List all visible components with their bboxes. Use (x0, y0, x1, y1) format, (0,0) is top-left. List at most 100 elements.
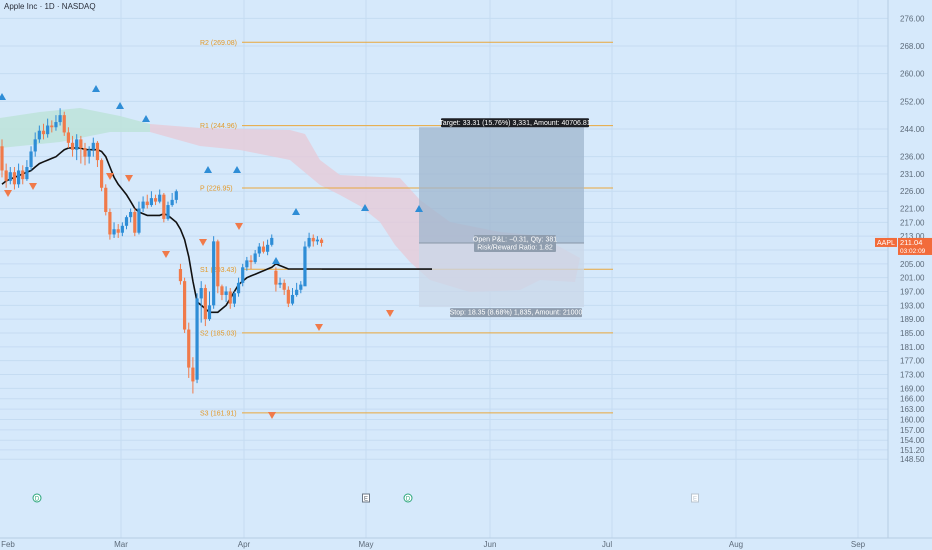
earnings-marker-label: E (693, 497, 697, 503)
candle-body (174, 191, 178, 200)
target-label-bg (441, 118, 589, 128)
buy-signal-marker (361, 204, 369, 211)
price-tick-label: 260.00 (900, 70, 925, 79)
candle-body (153, 198, 158, 202)
price-axis[interactable]: 276.00 268.00 260.00 252.00 244.00 236.00 231.… (875, 0, 932, 538)
sell-signal-marker (4, 190, 12, 197)
candle-body (112, 229, 116, 235)
price-tick-label: 217.00 (900, 218, 925, 227)
candle-body (137, 208, 141, 233)
moving-average (1, 147, 432, 314)
candle-body (207, 305, 212, 320)
candle-body (216, 241, 220, 287)
target-zone (419, 127, 584, 243)
symbol-badge (875, 237, 897, 247)
candle-body (12, 172, 17, 185)
buy-signal-marker (116, 102, 124, 109)
pivot-label: S3 (161.91) (200, 410, 237, 417)
candle-body (33, 139, 37, 152)
pivot-label: P (226.95) (200, 185, 233, 192)
candle-body (245, 260, 249, 268)
time-tick-label: Mar (114, 540, 128, 549)
price-tick-label: 181.00 (900, 343, 925, 352)
candle-body (116, 229, 120, 233)
candle-body (170, 199, 174, 206)
candles (0, 108, 324, 394)
buy-signal-marker (142, 115, 150, 122)
candle-body (290, 294, 295, 304)
buy-signal-marker (415, 205, 423, 212)
earnings-marker-label: E (364, 497, 368, 503)
symbol-badge-text: AAPL (877, 240, 895, 247)
candle-body (212, 241, 216, 306)
candle-body (124, 217, 129, 226)
sell-signal-marker (199, 239, 207, 246)
candle-body (183, 281, 187, 330)
candle-body (91, 142, 95, 150)
candle-body (145, 201, 149, 206)
candle-body (261, 246, 266, 252)
price-tick-label: 197.00 (900, 288, 925, 297)
candle-body (249, 260, 253, 263)
candle-body (319, 239, 324, 243)
candle-body (303, 246, 307, 287)
price-tick-label: 166.00 (900, 395, 925, 404)
candle-body (295, 289, 299, 295)
price-tick-label: 185.00 (900, 329, 925, 338)
cloud-green (0, 108, 150, 148)
candle-body (187, 329, 191, 368)
earnings-marker (691, 493, 699, 503)
pivot-label: S2 (185.03) (200, 330, 237, 337)
candle-body (21, 170, 25, 180)
candle-body (46, 125, 50, 135)
candle-body (232, 293, 236, 304)
time-tick-label: Feb (1, 540, 15, 549)
position-tool[interactable]: Target: 33.31 (15.76%) 3,331, Amount: 40… (419, 118, 591, 318)
candle-body (149, 198, 153, 206)
candle-body (162, 194, 166, 219)
sell-signal-marker (315, 324, 323, 331)
candle-body (54, 122, 58, 128)
candle-body (141, 201, 145, 209)
candle-body (100, 160, 104, 188)
stop-label-bg (450, 308, 582, 318)
sell-signal-marker (268, 412, 276, 419)
candle-body (79, 139, 83, 149)
price-tick-label: 163.00 (900, 405, 925, 414)
chart-title: Apple Inc · 1D · NASDAQ (4, 2, 96, 11)
candle-body (37, 130, 41, 140)
price-tick-label: 173.00 (900, 370, 925, 379)
candle-body (108, 211, 112, 235)
price-tick-label: 221.00 (900, 205, 925, 214)
time-axis[interactable]: Feb Mar Apr May Jun Jul Aug Sep (0, 537, 932, 549)
price-tick-label: 189.00 (900, 315, 925, 324)
target-label: Target: 33.31 (15.76%) 3,331, Amount: 40… (439, 120, 590, 127)
buy-signal-marker (204, 166, 212, 173)
sell-signal-marker (386, 310, 394, 317)
price-tick-label: 201.00 (900, 274, 925, 283)
candle-body (104, 187, 108, 212)
candle-body (178, 269, 183, 282)
price-tick-label: 148.50 (900, 455, 925, 464)
time-tick-label: Jun (484, 540, 497, 549)
candle-body (257, 246, 261, 254)
stop-label: Stop: 18.35 (8.68%) 1,835, Amount: 21000 (450, 310, 583, 317)
candle-body (278, 282, 282, 285)
buy-signal-marker (92, 85, 100, 92)
price-tick-label: 268.00 (900, 42, 925, 51)
candle-body (95, 142, 100, 161)
price-tick-label: 213.00 (900, 232, 925, 241)
dividend-marker (403, 493, 413, 503)
candle-body (253, 253, 257, 263)
candle-body (120, 225, 124, 233)
countdown-label: 03:02:09 (900, 248, 926, 255)
candle-body (158, 194, 162, 202)
candle-body (199, 288, 203, 299)
time-tick-label: Aug (729, 540, 743, 549)
dividend-marker-label: D (35, 497, 40, 503)
candle-body (70, 142, 75, 150)
stop-zone (419, 242, 584, 308)
